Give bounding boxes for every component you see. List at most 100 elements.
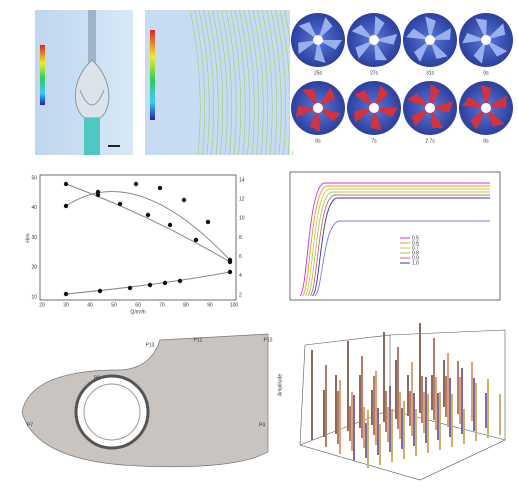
y-tick-label: 10	[31, 294, 37, 300]
x-tick-label: 30	[63, 302, 69, 308]
blade	[351, 24, 374, 40]
blade	[295, 106, 318, 118]
blade	[318, 108, 342, 122]
z-axis-label: Amplitude	[277, 374, 283, 396]
hub	[369, 103, 379, 113]
blade	[318, 40, 342, 50]
blade	[370, 108, 383, 131]
streamline	[203, 9, 215, 156]
streamline	[189, 9, 201, 156]
blade	[406, 28, 430, 40]
legend-label: 0.9	[412, 255, 419, 261]
legend-label: 1.0	[412, 260, 419, 266]
streamline	[266, 9, 278, 156]
streamline	[239, 9, 251, 156]
blade	[413, 40, 430, 62]
curve	[302, 185, 490, 297]
streamline	[225, 9, 237, 156]
streamline	[270, 9, 282, 156]
y2-tick-label: 12	[239, 196, 245, 202]
streamline	[279, 9, 291, 156]
blade	[425, 16, 436, 40]
marker	[157, 185, 163, 191]
streamline	[261, 9, 273, 156]
frame-label: 2.7s	[425, 138, 435, 144]
blade	[407, 93, 430, 108]
blade	[298, 40, 318, 55]
marker	[97, 288, 103, 294]
waterfall-chart: Amplitude	[277, 323, 506, 481]
hub	[481, 103, 491, 113]
streamline	[257, 9, 269, 156]
marker	[63, 181, 69, 187]
blade	[430, 108, 444, 128]
marker	[227, 269, 233, 275]
y-tick-label: 20	[31, 265, 37, 271]
blade	[318, 17, 333, 40]
y2-tick-label: 8	[239, 235, 242, 241]
y-tick-label: 50	[31, 175, 37, 181]
curve	[312, 197, 490, 297]
frame-label: 25s	[314, 70, 323, 76]
blade	[354, 90, 374, 108]
marker	[205, 219, 211, 225]
blade	[354, 108, 374, 123]
x-tick-label: 80	[183, 302, 189, 308]
marker	[133, 181, 139, 187]
x-tick-label: 50	[111, 302, 117, 308]
streamline	[234, 9, 246, 156]
blade	[374, 33, 398, 45]
blade	[374, 84, 389, 108]
y2-tick-label: 14	[239, 177, 245, 183]
point-label: P4	[259, 422, 265, 428]
blade	[374, 107, 398, 118]
legend-label: 0.8	[412, 250, 419, 256]
curve	[307, 191, 490, 297]
frame-label: 31s	[426, 70, 435, 76]
x-tick-label: 100	[230, 302, 239, 308]
blade	[298, 21, 318, 40]
blade	[411, 108, 430, 127]
marker	[127, 285, 133, 291]
marker	[95, 192, 101, 198]
y-tick-label: 40	[31, 205, 37, 211]
y2-tick-label: 6	[239, 254, 242, 260]
curve	[309, 194, 490, 297]
marker	[63, 291, 69, 297]
transient-chart: 0.50.60.70.80.91.0	[289, 171, 501, 301]
x-tick-label: 70	[159, 302, 165, 308]
curve	[304, 188, 490, 297]
marker	[177, 278, 183, 284]
streamline	[243, 9, 255, 156]
blade	[480, 84, 492, 108]
marker	[145, 212, 151, 218]
x-tick-label: 20	[39, 302, 45, 308]
blade	[486, 23, 506, 40]
marker	[227, 259, 233, 265]
frame-label: 7s	[371, 138, 377, 144]
frame-label: 27s	[370, 70, 379, 76]
streamline	[248, 9, 260, 156]
blade	[475, 18, 487, 40]
point-label: P13	[146, 342, 155, 348]
x-tick-label: 40	[87, 302, 93, 308]
blade	[374, 16, 385, 40]
curve	[314, 220, 490, 297]
blade	[318, 87, 336, 108]
blade	[430, 28, 451, 40]
frame-label: 0s	[315, 138, 321, 144]
legend-label: 0.7	[412, 245, 419, 251]
point-label: P7	[27, 422, 33, 428]
blade	[430, 101, 454, 113]
hub	[425, 35, 435, 45]
x-axis-label: Q/m³/h	[130, 309, 145, 315]
blade	[462, 32, 486, 44]
blade	[462, 96, 486, 108]
hub	[313, 103, 323, 113]
marker	[63, 203, 69, 209]
streamline	[216, 9, 228, 156]
streamline-panel	[145, 9, 296, 156]
y-axis-label: H/m	[25, 233, 31, 242]
blade	[473, 40, 486, 64]
